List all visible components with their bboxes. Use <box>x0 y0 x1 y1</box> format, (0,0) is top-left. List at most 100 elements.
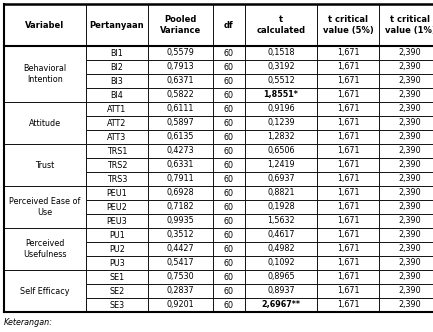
Bar <box>213 298 245 312</box>
Bar <box>86 4 148 46</box>
Text: Trust: Trust <box>36 160 55 170</box>
Text: df: df <box>224 21 234 30</box>
Text: 1,2419: 1,2419 <box>267 160 295 170</box>
Bar <box>148 242 213 256</box>
Bar <box>148 270 213 284</box>
Text: 0,6371: 0,6371 <box>167 76 194 86</box>
Bar <box>213 4 245 46</box>
Text: 2,390: 2,390 <box>399 175 421 184</box>
Bar <box>86 60 148 74</box>
Bar <box>379 46 433 60</box>
Bar <box>379 186 433 200</box>
Bar <box>4 144 86 158</box>
Text: 0,1092: 0,1092 <box>267 259 295 268</box>
Bar <box>379 88 433 102</box>
Text: 1,671: 1,671 <box>337 216 359 225</box>
Bar <box>86 102 148 116</box>
Text: 0,6331: 0,6331 <box>167 160 194 170</box>
Bar <box>148 284 213 298</box>
Bar <box>4 102 86 144</box>
Text: 0,7182: 0,7182 <box>167 203 194 211</box>
Text: PEU3: PEU3 <box>107 216 127 225</box>
Bar <box>213 172 245 186</box>
Bar <box>213 88 245 102</box>
Bar <box>245 228 317 242</box>
Bar <box>4 158 86 172</box>
Bar <box>4 256 86 270</box>
Text: 1,671: 1,671 <box>337 62 359 71</box>
Bar <box>86 88 148 102</box>
Text: 1,671: 1,671 <box>337 105 359 114</box>
Text: 0,7530: 0,7530 <box>167 273 194 282</box>
Bar <box>379 228 433 242</box>
Bar <box>4 284 86 298</box>
Bar <box>317 298 379 312</box>
Text: 1,671: 1,671 <box>337 48 359 57</box>
Text: 2,390: 2,390 <box>399 189 421 198</box>
Bar <box>148 130 213 144</box>
Text: 1,671: 1,671 <box>337 244 359 254</box>
Bar <box>4 298 86 312</box>
Text: 60: 60 <box>224 189 234 198</box>
Bar <box>245 270 317 284</box>
Bar <box>86 284 148 298</box>
Text: 2,390: 2,390 <box>399 216 421 225</box>
Bar <box>148 158 213 172</box>
Bar <box>245 214 317 228</box>
Bar <box>379 200 433 214</box>
Bar <box>148 298 213 312</box>
Bar <box>4 172 86 186</box>
Bar <box>379 172 433 186</box>
Text: BI2: BI2 <box>110 62 123 71</box>
Bar <box>317 158 379 172</box>
Text: 0,7911: 0,7911 <box>167 175 194 184</box>
Text: 60: 60 <box>224 244 234 254</box>
Text: 60: 60 <box>224 175 234 184</box>
Bar <box>245 284 317 298</box>
Bar <box>148 102 213 116</box>
Bar <box>148 186 213 200</box>
Bar <box>317 88 379 102</box>
Text: PU3: PU3 <box>109 259 125 268</box>
Bar <box>148 214 213 228</box>
Bar <box>245 242 317 256</box>
Bar <box>213 46 245 60</box>
Text: PEU2: PEU2 <box>107 203 127 211</box>
Text: t critical
value (5%): t critical value (5%) <box>323 15 373 35</box>
Bar <box>213 284 245 298</box>
Text: TRS1: TRS1 <box>107 146 127 155</box>
Bar <box>4 242 86 256</box>
Text: 2,390: 2,390 <box>399 91 421 100</box>
Bar <box>213 270 245 284</box>
Bar <box>148 228 213 242</box>
Bar <box>148 46 213 60</box>
Bar <box>4 46 86 60</box>
Text: 60: 60 <box>224 160 234 170</box>
Text: 2,390: 2,390 <box>399 300 421 309</box>
Text: BI3: BI3 <box>110 76 123 86</box>
Bar <box>317 284 379 298</box>
Bar <box>4 74 86 88</box>
Text: 2,390: 2,390 <box>399 62 421 71</box>
Bar <box>379 4 433 46</box>
Bar <box>4 214 86 228</box>
Text: 2,390: 2,390 <box>399 259 421 268</box>
Text: 1,2832: 1,2832 <box>267 132 295 141</box>
Text: 0,6928: 0,6928 <box>167 189 194 198</box>
Text: 2,390: 2,390 <box>399 230 421 239</box>
Bar <box>213 256 245 270</box>
Text: 60: 60 <box>224 62 234 71</box>
Text: 0,5417: 0,5417 <box>167 259 194 268</box>
Text: 0,5512: 0,5512 <box>267 76 295 86</box>
Text: Attitude: Attitude <box>29 119 61 127</box>
Text: 1,671: 1,671 <box>337 287 359 295</box>
Text: BI1: BI1 <box>110 48 123 57</box>
Text: 1,671: 1,671 <box>337 146 359 155</box>
Text: 2,390: 2,390 <box>399 146 421 155</box>
Bar <box>86 200 148 214</box>
Text: t critical
value (1%): t critical value (1%) <box>385 15 433 35</box>
Bar <box>379 298 433 312</box>
Bar <box>379 130 433 144</box>
Bar <box>379 214 433 228</box>
Bar <box>379 116 433 130</box>
